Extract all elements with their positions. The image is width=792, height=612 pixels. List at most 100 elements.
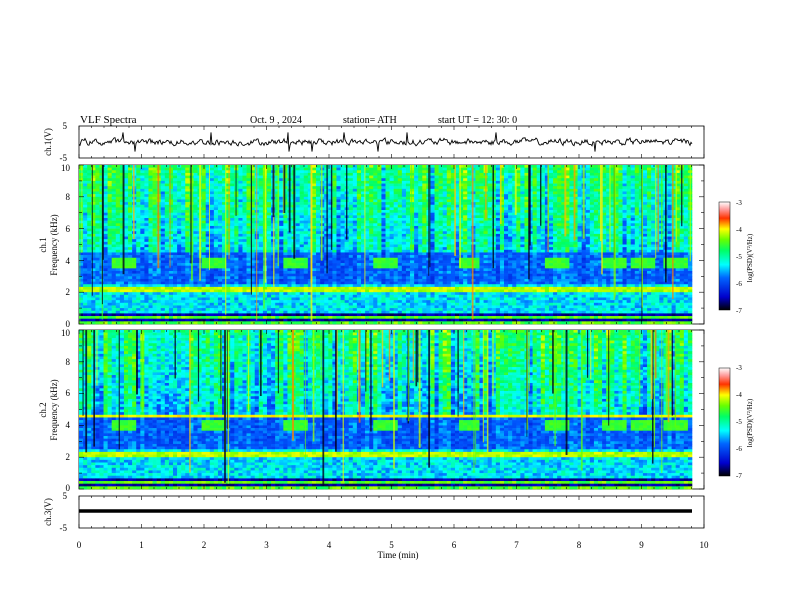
spectrogram-cell: [352, 215, 358, 219]
spectrogram-cell: [152, 207, 157, 211]
spectrogram-cell: [311, 191, 317, 195]
spectrogram-cell: [520, 202, 525, 206]
spectrogram-cell: [381, 172, 386, 176]
spectrogram-cell: [356, 210, 362, 213]
spectrogram-cell: [222, 183, 227, 187]
spectrogram-cell: [565, 207, 570, 211]
spectrogram-cell: [467, 218, 472, 221]
spectrogram-cell: [602, 207, 607, 211]
spectrogram-cell: [544, 244, 550, 248]
spectrogram-cell: [136, 220, 141, 224]
spectrogram-cell: [622, 178, 627, 182]
spectrogram-cell: [557, 175, 562, 179]
spectrogram-cell: [557, 212, 562, 216]
spectrogram-cell: [459, 199, 464, 203]
spectrogram-cell: [336, 231, 341, 235]
spectrogram-cell: [430, 228, 435, 232]
spectrogram-cell: [647, 212, 652, 216]
spectrogram-cell: [340, 239, 345, 243]
spectrogram-cell: [275, 204, 280, 208]
spectrogram-cell: [230, 172, 235, 176]
spectrogram-cell: [381, 244, 386, 248]
spectrogram-cell: [279, 196, 284, 200]
spectrogram-cell: [593, 204, 599, 208]
spectrogram-cell: [573, 178, 578, 182]
spectrogram-cell: [602, 178, 607, 182]
spectrogram-cell: [168, 186, 174, 190]
spectrogram-cell: [532, 228, 538, 232]
spectrogram-cell: [352, 170, 358, 174]
spectrogram-cell: [401, 236, 407, 240]
spectrogram-cell: [307, 212, 313, 216]
spectrogram-cell: [87, 180, 92, 184]
spectrogram-cell: [655, 244, 660, 248]
spectrogram-cell: [369, 223, 374, 227]
spectrogram-cell: [540, 244, 546, 248]
spectrogram-cell: [87, 188, 92, 192]
spectrogram-cell: [160, 167, 166, 171]
spectrogram-cell: [144, 186, 149, 190]
spectrogram-cell: [332, 165, 337, 168]
spectrogram-cell: [512, 183, 517, 187]
spectrogram-cell: [553, 218, 558, 221]
spectrogram-cell: [144, 241, 149, 245]
spectrogram-cell: [185, 180, 190, 184]
spectrogram-cell: [540, 215, 546, 219]
spectrogram-cell: [593, 231, 599, 235]
spectrogram-cell: [602, 191, 607, 195]
spectrogram-cell: [524, 170, 529, 174]
spectrogram-cell: [209, 186, 215, 190]
spectrogram-cell: [217, 180, 223, 184]
spectrogram-cell: [99, 244, 104, 248]
spectrogram-cell: [622, 204, 627, 208]
spectrogram-cell: [303, 199, 309, 203]
spectrogram-cell: [246, 218, 251, 221]
spectrogram-cell: [295, 199, 300, 203]
spectrogram-cell: [238, 236, 243, 240]
spectrogram-cell: [557, 167, 562, 171]
spectrogram-cell: [172, 199, 178, 203]
spectrogram-cell: [307, 167, 313, 171]
spectrogram-cell: [177, 244, 182, 248]
spectrogram-cell: [438, 210, 444, 213]
spectrogram-cell: [172, 212, 178, 216]
spectrogram-cell: [405, 236, 411, 240]
spectrogram-cell: [683, 233, 689, 237]
spectrogram-cell: [634, 218, 640, 221]
spectrogram-cell: [618, 210, 623, 213]
spectrogram-cell: [352, 183, 358, 187]
spectrogram-cell: [201, 196, 206, 200]
spectrogram-cell: [508, 194, 513, 198]
spectrogram-cell: [459, 207, 464, 211]
spectrogram-cell: [454, 228, 460, 232]
spectrogram-cell: [651, 199, 656, 203]
spectrogram-cell: [348, 188, 354, 192]
spectrogram-cell: [87, 196, 92, 200]
spectrogram-cell: [675, 178, 681, 182]
spectrogram-cell: [193, 236, 198, 240]
spectrogram-cell: [548, 225, 554, 229]
spectrogram-cell: [634, 225, 640, 229]
spectrogram-cell: [418, 196, 423, 200]
spectrogram-cell: [365, 202, 370, 206]
spectrogram-cell: [683, 225, 689, 229]
spectrogram-cell: [107, 225, 112, 229]
spectrogram-cell: [213, 170, 219, 174]
spectrogram-cell: [172, 204, 178, 208]
spectrogram-cell: [177, 178, 182, 182]
spectrogram-cell: [642, 183, 648, 187]
spectrogram-cell: [651, 228, 656, 232]
spectrogram-cell: [442, 191, 448, 195]
spectrogram-cell: [201, 252, 206, 256]
spectrogram-cell: [618, 165, 623, 168]
spectrogram-cell: [360, 225, 366, 229]
spectrogram-cell: [683, 202, 689, 206]
spectrogram-cell: [577, 178, 582, 182]
spectrogram-cell: [548, 218, 554, 221]
spectrogram-cell: [520, 194, 525, 198]
spectrogram-cell: [332, 191, 337, 195]
spectrogram-cell: [91, 165, 96, 168]
spectrogram-cell: [123, 167, 129, 171]
spectrogram-cell: [83, 207, 88, 211]
spectrogram-cell: [422, 239, 427, 243]
